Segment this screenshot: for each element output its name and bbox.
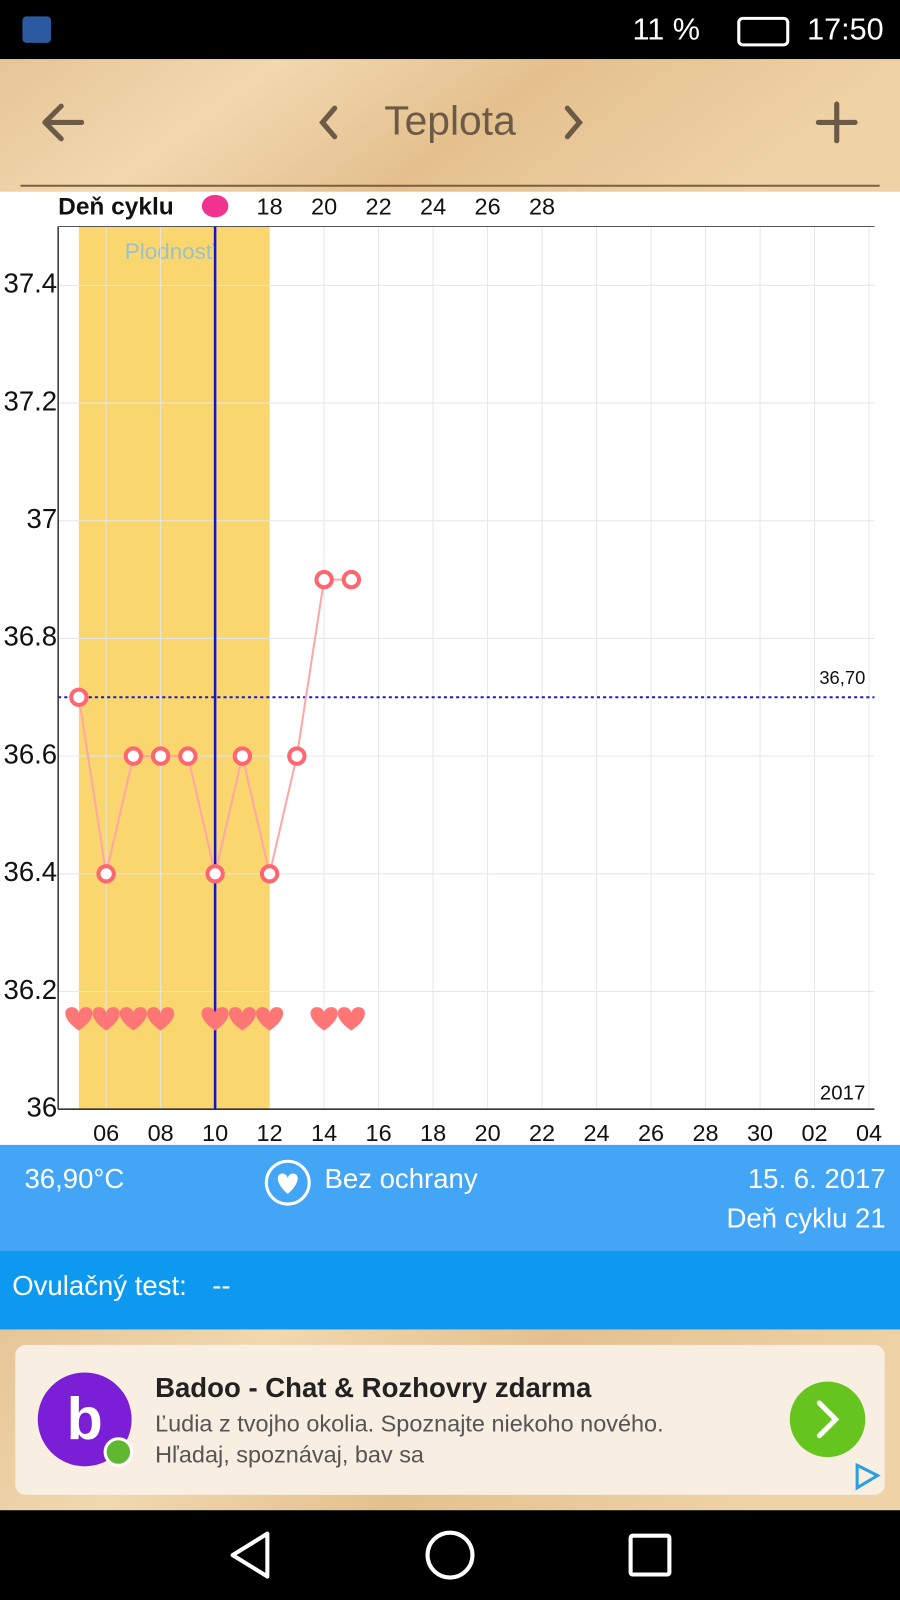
chart: Plodnosť 36 36.2 36.4 36.6 36.8 37 37.2 37.4 06 08… xyxy=(4,193,883,1146)
x-tick-label: 24 xyxy=(584,1120,610,1146)
intercourse-heart xyxy=(228,1007,256,1031)
ad-title: Badoo - Chat & Rozhovry zdarma xyxy=(155,1372,592,1403)
intercourse-heart xyxy=(92,1007,120,1031)
battery-percent: 11 % xyxy=(633,13,701,47)
x-tick-label: 18 xyxy=(420,1120,446,1146)
app-icon xyxy=(22,16,52,43)
nav-home[interactable] xyxy=(425,1530,475,1580)
x-tick-label: 22 xyxy=(529,1120,555,1146)
nav-back[interactable] xyxy=(230,1531,270,1579)
intercourse-heart xyxy=(256,1007,284,1031)
intercourse-heart xyxy=(201,1007,229,1031)
y-tick-label: 37 xyxy=(27,503,58,534)
battery-icon xyxy=(737,16,790,47)
ad-card[interactable] xyxy=(15,1344,885,1495)
x-tick-label: 28 xyxy=(693,1120,719,1146)
temperature-point xyxy=(232,746,253,766)
x2-axis-label: Deň cyklu xyxy=(58,194,174,221)
ovulation-marker xyxy=(201,194,229,218)
info-panel xyxy=(0,1144,900,1252)
x-tick-label: 30 xyxy=(747,1120,773,1146)
x-tick-label: 20 xyxy=(475,1120,501,1146)
date: 15. 6. 2017 xyxy=(748,1163,886,1194)
x-tick-label: 14 xyxy=(311,1120,337,1146)
ad-go-button[interactable] xyxy=(789,1381,866,1458)
prev-button[interactable] xyxy=(319,105,338,140)
x2-tick-label: 22 xyxy=(366,193,392,219)
ad-go-arrow xyxy=(816,1400,840,1439)
protection: Bez ochrany xyxy=(324,1163,477,1194)
reference-label: 36,70 xyxy=(819,667,865,688)
temperature-point xyxy=(123,746,144,766)
temperature: 36,90°C xyxy=(24,1163,124,1194)
y-tick-label: 37.2 xyxy=(4,385,58,416)
y-tick-label: 36 xyxy=(27,1091,58,1122)
temperature-point xyxy=(69,687,89,707)
toolbar xyxy=(0,59,900,192)
temperature-point xyxy=(150,746,171,766)
fertile-window xyxy=(78,226,270,1110)
x2-tick-label: 24 xyxy=(420,193,446,219)
y-tick-label: 36.6 xyxy=(4,738,58,769)
x2-tick-label: 18 xyxy=(257,193,283,219)
nav-recent[interactable] xyxy=(628,1533,672,1577)
temperature-point xyxy=(314,569,334,590)
back-button[interactable] xyxy=(42,103,85,142)
temperature-point xyxy=(341,569,362,590)
x-tick-label: 08 xyxy=(148,1120,174,1146)
clock: 17:50 xyxy=(807,13,884,47)
nav-bar xyxy=(0,1510,900,1600)
x-tick-label: 16 xyxy=(366,1120,392,1146)
ad-line2: Hľadaj, spoznávaj, bav sa xyxy=(155,1441,425,1467)
x-tick-label: 04 xyxy=(856,1120,882,1146)
x2-tick-label: 28 xyxy=(529,193,555,219)
protection-heart xyxy=(277,1173,298,1194)
ovulation-test-label: Ovulačný test: xyxy=(12,1270,187,1301)
ovulation-test-value: -- xyxy=(212,1270,230,1301)
toolbar-title: Teplota xyxy=(384,97,516,143)
intercourse-heart xyxy=(310,1007,338,1031)
temperature-point xyxy=(96,864,116,884)
protection-icon xyxy=(264,1159,311,1206)
y-tick-label: 36.8 xyxy=(4,621,58,652)
intercourse-heart xyxy=(147,1007,175,1031)
intercourse-heart xyxy=(119,1007,147,1031)
year-label: 2017 xyxy=(820,1082,865,1104)
temperature-point xyxy=(287,746,307,766)
x-tick-label: 10 xyxy=(202,1120,228,1146)
x-tick-label: 26 xyxy=(638,1120,664,1146)
temperature-point xyxy=(178,746,198,766)
x-tick-label: 12 xyxy=(257,1120,283,1146)
y-tick-label: 37.4 xyxy=(4,268,58,299)
fertile-label: Plodnosť xyxy=(125,239,215,264)
x-tick-label: 02 xyxy=(801,1120,827,1146)
cycle-day: Deň cyklu 21 xyxy=(726,1203,885,1234)
adchoices-icon[interactable] xyxy=(855,1462,881,1491)
ad-line1: Ľudia z tvojho okolia. Spoznajte niekoho… xyxy=(155,1411,664,1437)
ad-logo-badge xyxy=(103,1437,134,1467)
next-button[interactable] xyxy=(564,105,583,140)
intercourse-heart xyxy=(337,1007,365,1031)
status-bar xyxy=(0,0,900,60)
temperature-point xyxy=(205,864,225,884)
ovulation-row xyxy=(0,1251,900,1330)
ad-logo-letter: b xyxy=(67,1385,103,1452)
temperature-point xyxy=(259,864,280,884)
add-button[interactable] xyxy=(815,101,858,144)
y-tick-label: 36.4 xyxy=(4,856,58,887)
intercourse-heart xyxy=(65,1007,93,1031)
y-tick-label: 36.2 xyxy=(4,974,58,1005)
x2-tick-label: 20 xyxy=(311,193,337,219)
x-tick-label: 06 xyxy=(93,1120,119,1146)
x2-tick-label: 26 xyxy=(475,193,501,219)
